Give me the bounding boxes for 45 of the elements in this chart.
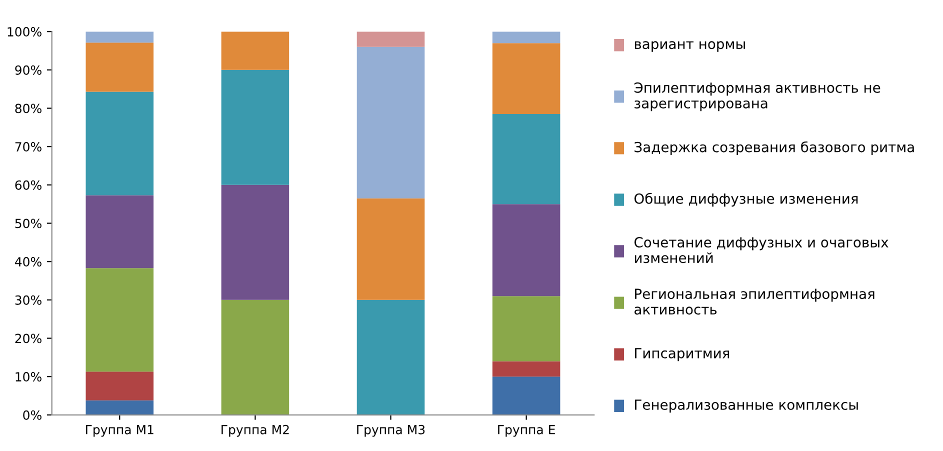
bar [86, 268, 154, 372]
bar [356, 198, 425, 300]
x-tick-label: Группа М2 [222, 424, 289, 437]
x-tick-label: Группа Е [498, 425, 555, 437]
y-tick-label: 100% [8, 27, 42, 36]
bar [492, 32, 560, 44]
y-tick-label: 40% [14, 257, 42, 267]
bar [86, 92, 154, 196]
bar [492, 43, 560, 114]
bar [356, 300, 425, 415]
bar [86, 195, 154, 268]
legend-label: вариант нормы [634, 41, 745, 52]
x-tick-label: Группа М1 [86, 425, 154, 437]
bar [86, 32, 154, 43]
bar [492, 204, 560, 296]
bar [356, 46, 425, 198]
bar [492, 114, 560, 204]
y-tick-label: 80% [15, 104, 42, 114]
legend-label: Эпилептиформная активность не зарегистрирована [634, 82, 880, 112]
bar [492, 376, 560, 415]
y-tick-label: 20% [15, 334, 42, 344]
legend-label: Региональная эпилептиформная активность [634, 288, 874, 315]
y-tick-label: 60% [15, 180, 42, 190]
bar [221, 32, 290, 70]
legend-label: Генерализованные комплексы [635, 400, 858, 413]
bar [492, 296, 560, 362]
y-tick-label: 10% [16, 372, 42, 382]
legend-label: Задержка созревания базового ритма [634, 141, 914, 156]
x-tick-label: Группа М3 [357, 424, 425, 437]
y-tick-label: 90% [15, 65, 42, 75]
bar [86, 372, 154, 400]
bar [86, 400, 154, 415]
bar [221, 300, 290, 415]
bar [221, 184, 290, 300]
legend-label: Общие диффузные изменения [634, 192, 858, 207]
bar [221, 70, 290, 185]
bar [492, 361, 560, 377]
y-tick-label: 70% [15, 142, 42, 152]
legend-label: Гипсаритмия [635, 348, 730, 362]
legend-label: Сочетание диффузных и очаговых изменений [634, 237, 888, 264]
y-tick-label: 0% [23, 410, 42, 420]
bar [356, 32, 425, 47]
y-tick-label: 50% [15, 218, 42, 228]
y-tick-label: 30% [15, 295, 42, 305]
bar [86, 42, 154, 92]
